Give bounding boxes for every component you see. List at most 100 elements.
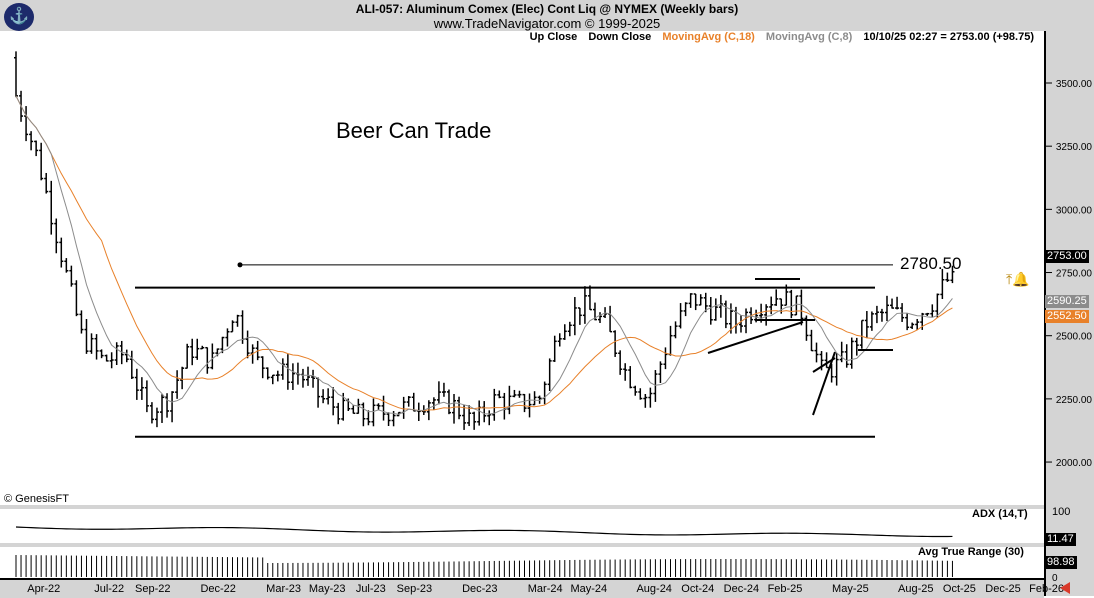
price-bar (265, 367, 270, 380)
price-bar (84, 319, 89, 354)
y-tick-label: 2250.00 (1056, 395, 1093, 406)
price-bar (623, 363, 628, 381)
price-bar (598, 312, 603, 323)
price-bar (165, 393, 170, 418)
price-bar (527, 393, 532, 418)
pattern-trendline (707, 321, 804, 354)
price-bar (930, 304, 935, 318)
price-bar (567, 321, 572, 337)
price-bar (316, 377, 321, 408)
price-bar (497, 390, 502, 399)
pattern-trendline (812, 357, 836, 373)
price-bar (562, 324, 567, 340)
price-bar (643, 393, 648, 408)
atr-value-tag: 98.98 (1045, 556, 1077, 569)
y-tick-label: 3000.00 (1056, 205, 1093, 216)
ma8-line (15, 95, 953, 415)
price-bar (814, 342, 819, 363)
price-bar (371, 398, 376, 427)
price-bar (668, 325, 673, 356)
legend-down-close: Down Close (588, 31, 652, 43)
price-bar (275, 370, 280, 382)
price-bar (341, 392, 346, 421)
legend-ma18: MovingAvg (C,18) (662, 31, 755, 43)
price-bar (708, 297, 713, 325)
alert-bell-icon[interactable]: ⤒🔔 (1006, 271, 1030, 287)
price-bar (648, 387, 653, 408)
price-bar (502, 392, 507, 420)
price-bar (225, 328, 230, 347)
price-bar (185, 343, 190, 369)
price-bar (280, 358, 285, 380)
price-bar (864, 311, 869, 339)
price-bar (472, 411, 477, 430)
price-bar (326, 388, 331, 405)
price-bar (900, 303, 905, 322)
price-bar (311, 369, 316, 388)
scroll-right-arrow-icon[interactable] (1060, 582, 1070, 594)
price-bar (869, 311, 874, 331)
price-bar (688, 293, 693, 308)
x-tick-label: Oct-25 (943, 583, 976, 595)
price-bar (376, 403, 381, 410)
price-bar (235, 314, 240, 327)
price-bar (653, 370, 658, 402)
x-tick-label: Dec-24 (724, 583, 759, 595)
trade-navigator-logo: ⚓ (4, 3, 34, 31)
legend: Up Close Down Close MovingAvg (C,18) Mov… (522, 31, 1034, 43)
price-bar (446, 389, 451, 415)
price-bar (170, 391, 175, 423)
x-tick-label: May-24 (570, 583, 607, 595)
price-bar (290, 363, 295, 390)
price-bar (386, 412, 391, 427)
price-bar (663, 347, 668, 370)
x-tick-label: Mar-24 (528, 583, 563, 595)
x-tick-label: Feb-25 (768, 583, 803, 595)
price-bar (306, 366, 311, 386)
price-bar (925, 312, 930, 316)
x-tick-label: Aug-25 (898, 583, 933, 595)
price-bar (180, 366, 185, 390)
price-bar (905, 313, 910, 331)
price-bar (175, 370, 180, 399)
price-bar (129, 350, 134, 379)
time-axis[interactable] (0, 578, 1044, 598)
x-tick-label: May-23 (309, 583, 346, 595)
price-bar (844, 344, 849, 368)
price-bar (809, 329, 814, 352)
price-bar (195, 338, 200, 360)
price-bar (49, 180, 54, 235)
ma18-tag: 2552.50 (1045, 310, 1089, 323)
price-bar (874, 305, 879, 324)
price-bar (331, 387, 336, 416)
price-bar (351, 405, 356, 415)
price-bar (154, 407, 159, 428)
price-bar (114, 342, 119, 366)
price-bar (884, 295, 889, 322)
price-bar (658, 361, 663, 383)
price-bar (74, 280, 79, 317)
price-bar (859, 319, 864, 349)
price-bar (321, 389, 326, 404)
price-bar (361, 402, 366, 427)
price-bar (205, 346, 210, 374)
price-bar (633, 385, 638, 396)
price-bar (890, 298, 895, 309)
price-bar (134, 368, 139, 400)
price-bar (935, 293, 940, 318)
price-bar (487, 410, 492, 426)
x-tick-label: May-25 (832, 583, 869, 595)
price-bar (895, 296, 900, 310)
price-bar (910, 322, 915, 329)
price-bar (849, 337, 854, 369)
price-bar (104, 354, 109, 362)
price-bar (552, 335, 557, 362)
adx-value-tag: 11.47 (1045, 533, 1076, 546)
adx-axis-100: 100 (1052, 506, 1071, 518)
x-tick-label: Dec-22 (200, 583, 235, 595)
price-bar (462, 405, 467, 430)
price-bar (542, 381, 547, 405)
price-bar (220, 336, 225, 354)
y-tick-label: 3500.00 (1056, 79, 1093, 90)
